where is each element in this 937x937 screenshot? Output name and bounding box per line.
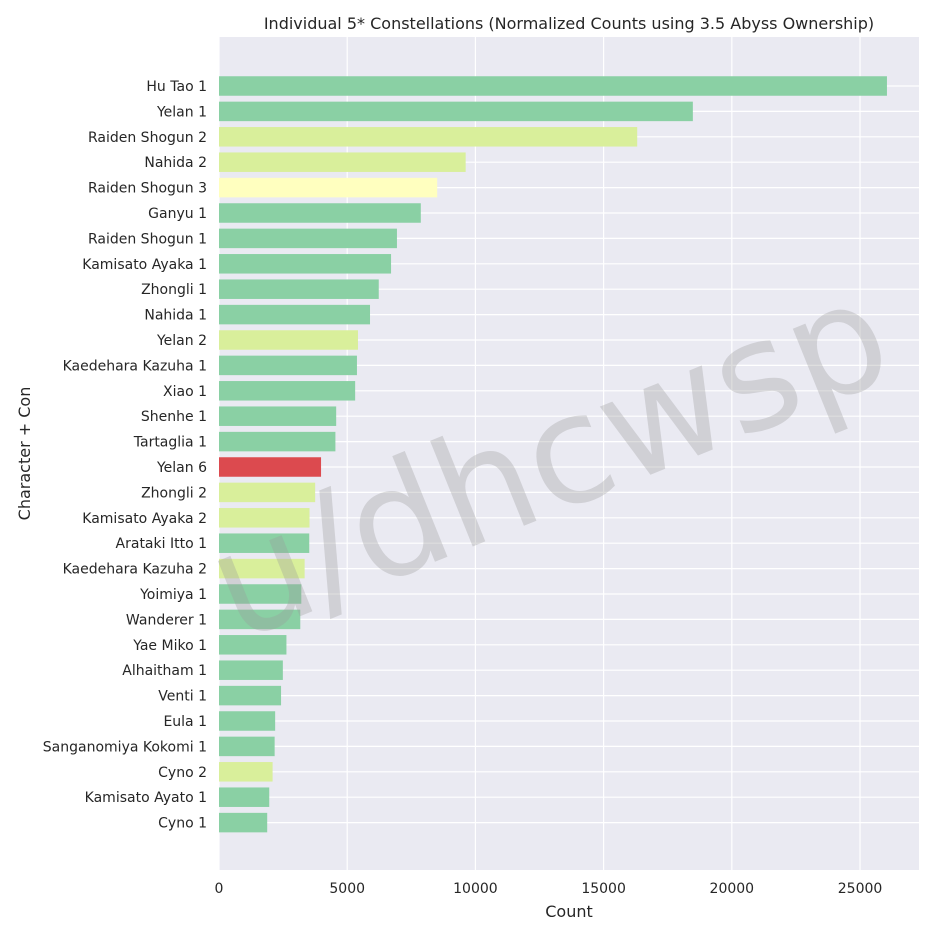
y-tick-label: Yoimiya 1 [139,587,207,603]
y-tick-label: Kamisato Ayato 1 [85,790,207,806]
y-tick-label: Zhongli 2 [141,485,207,501]
x-tick-label: 20000 [710,881,755,897]
y-tick-label: Hu Tao 1 [146,79,207,95]
bar [219,76,887,96]
bar [219,431,336,452]
y-tick-label: Sanganomiya Kokomi 1 [43,739,207,755]
y-tick-label: Arataki Itto 1 [116,536,207,552]
y-tick-label: Xiao 1 [163,384,207,400]
bar [219,711,276,731]
y-tick-label: Nahida 1 [144,308,207,324]
y-tick-label: Yelan 6 [156,460,207,476]
x-axis-label: Count [545,902,593,921]
y-tick-label: Raiden Shogun 1 [88,231,207,247]
bar [219,101,693,122]
x-tick-label: 0 [215,881,224,897]
y-tick-label: Ganyu 1 [148,206,207,222]
bar [219,508,310,528]
bar [219,279,379,299]
bar [219,152,466,172]
bar [219,660,283,680]
bar [219,254,392,274]
y-tick-label: Raiden Shogun 3 [88,181,207,197]
bar [219,533,310,553]
y-tick-label: Kaedehara Kazuha 1 [63,358,207,374]
chart-title: Individual 5* Constellations (Normalized… [264,14,874,33]
y-tick-label: Raiden Shogun 2 [88,130,207,146]
y-tick-label: Cyno 2 [158,765,207,781]
y-tick-label: Venti 1 [158,689,207,705]
bar [219,228,397,249]
bar [219,812,268,833]
y-tick-label: Shenhe 1 [141,409,207,425]
bar [219,330,358,350]
y-tick-label: Tartaglia 1 [133,435,207,451]
bar [219,127,638,147]
bar [219,762,273,782]
bar [219,457,322,477]
y-tick-label: Wanderer 1 [126,612,207,628]
plot-area [219,37,919,870]
y-tick-label: Nahida 2 [144,155,207,171]
y-tick-label: Zhongli 1 [141,282,207,298]
bar [219,203,421,223]
bar [219,558,305,579]
y-tick-label: Yae Miko 1 [132,638,207,654]
y-tick-label: Kaedehara Kazuha 2 [63,562,207,578]
bar [219,406,337,426]
y-tick-label: Yelan 1 [156,104,207,120]
x-tick-label: 25000 [838,881,883,897]
bar [219,609,301,630]
y-tick-label: Alhaitham 1 [122,663,207,679]
bar [219,787,270,807]
bar [219,635,287,655]
y-tick-label: Yelan 2 [156,333,207,349]
y-axis-label: Character + Con [15,387,34,521]
bar [219,584,302,604]
x-tick-label: 5000 [329,881,365,897]
y-tick-labels: Hu Tao 1 Yelan 1 Raiden Shogun 2 Nahida 2 Ra… [43,79,207,832]
y-tick-label: Eula 1 [163,714,207,730]
bar [219,736,275,757]
x-tick-label: 10000 [453,881,498,897]
x-tick-labels: 0 5000 10000 15000 20000 25000 [215,881,883,897]
bar [219,685,282,706]
bar [219,355,357,376]
y-tick-label: Kamisato Ayaka 2 [82,511,207,527]
y-tick-label: Cyno 1 [158,816,207,832]
bars [219,76,887,833]
bar [219,177,438,198]
bar [219,482,316,503]
y-tick-label: Kamisato Ayaka 1 [82,257,207,273]
bar [219,304,371,325]
x-tick-label: 15000 [581,881,626,897]
bar [219,381,356,401]
